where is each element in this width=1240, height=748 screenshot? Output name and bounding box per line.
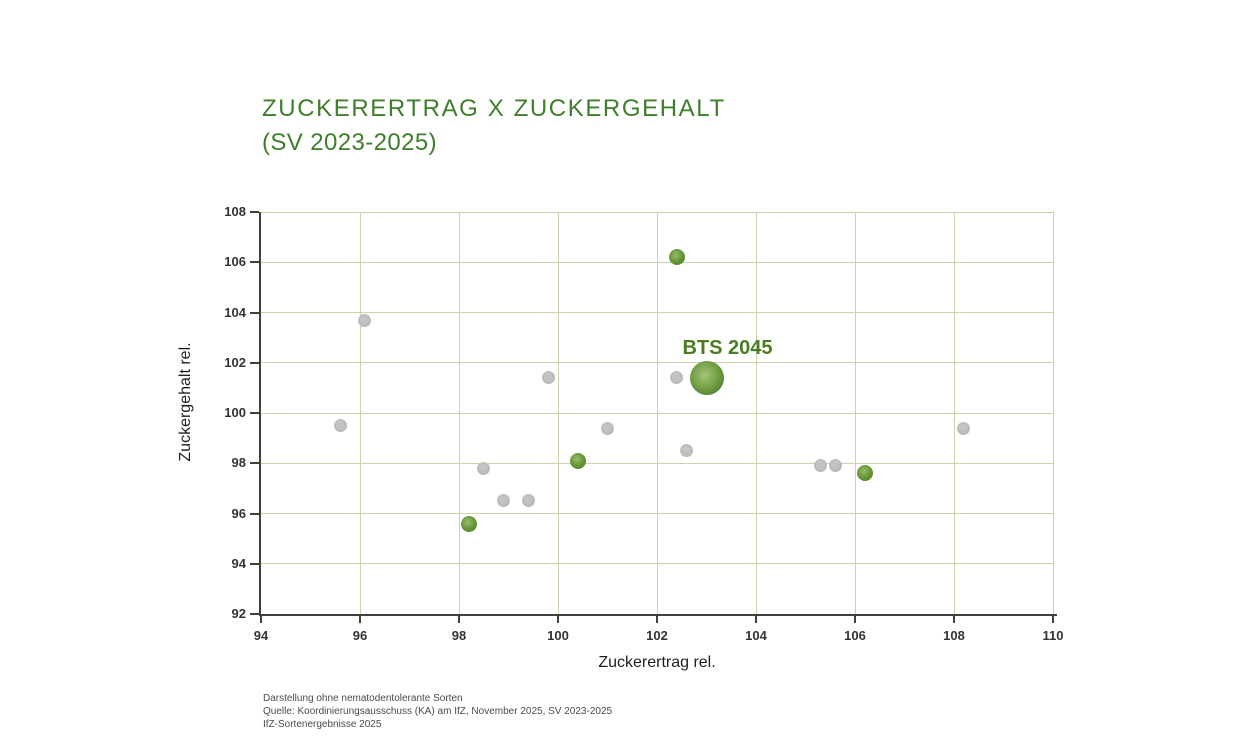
y-tick [250, 462, 259, 465]
y-tick [250, 562, 259, 565]
y-axis-line [259, 212, 261, 616]
data-point-gray-dots [541, 371, 555, 385]
data-point-green-dots [856, 465, 873, 482]
x-tick-label: 110 [1042, 628, 1064, 643]
x-tick-label: 102 [646, 628, 668, 643]
x-axis-line [259, 614, 1057, 616]
x-tick [557, 614, 559, 623]
x-tick-label: 104 [745, 628, 767, 643]
x-tick-label: 100 [547, 628, 569, 643]
x-axis-title: Zuckerertrag rel. [598, 654, 716, 671]
x-tick [854, 614, 856, 623]
y-tick-label: 94 [231, 555, 246, 571]
data-point-gray-dots [957, 421, 971, 435]
x-tick-label: 106 [844, 628, 866, 643]
gridline-horizontal [261, 312, 1053, 313]
data-point-gray-dots [358, 313, 372, 327]
gridline-horizontal [261, 362, 1053, 364]
y-tick-label: 100 [224, 405, 246, 420]
data-point-gray-dots [497, 494, 511, 508]
data-point-green-dots [668, 249, 685, 266]
x-tick [359, 614, 361, 623]
y-tick [250, 613, 259, 615]
data-point-bts-2045-bubble [689, 360, 724, 395]
y-tick-label: 96 [231, 505, 246, 521]
bts-2045-annotation: BTS 2045 [682, 336, 773, 359]
x-tick-label: 96 [352, 628, 368, 643]
y-tick [250, 412, 259, 414]
y-tick-label: 108 [224, 204, 246, 219]
data-point-gray-dots [521, 494, 535, 508]
y-axis-title: Zuckergehalt rel. [177, 342, 194, 462]
x-tick-label: 108 [943, 628, 965, 643]
x-tick [1052, 614, 1054, 623]
gridline-horizontal [261, 261, 1053, 263]
gridline-horizontal [261, 462, 1053, 464]
x-tick [755, 614, 757, 623]
x-tick [656, 614, 658, 623]
gridline-horizontal [261, 513, 1053, 514]
data-point-gray-dots [828, 459, 842, 473]
gridline-vertical [1052, 212, 1054, 614]
gridline-horizontal [261, 211, 1053, 213]
data-point-green-dots [460, 515, 477, 532]
chart-title: ZUCKERERTRAG X ZUCKERGEHALT (SV 2023-202… [262, 92, 726, 160]
x-tick-label: 94 [253, 628, 269, 643]
y-tick [250, 261, 259, 264]
y-tick [250, 211, 259, 213]
x-tick-label: 98 [451, 628, 467, 643]
y-tick [250, 311, 259, 314]
data-point-gray-dots [680, 444, 694, 458]
data-point-gray-dots [333, 419, 347, 433]
y-tick-label: 102 [224, 354, 246, 370]
footnote-line-1: Darstellung ohne nematodentolerante Sort… [263, 693, 463, 704]
y-tick-label: 104 [224, 304, 246, 320]
gridline-horizontal [261, 563, 1053, 565]
x-tick [953, 614, 955, 623]
y-tick [250, 361, 259, 364]
y-tick-label: 92 [231, 606, 246, 621]
y-tick [250, 512, 259, 515]
chart-title-line2: (SV 2023-2025) [262, 129, 438, 156]
data-point-gray-dots [670, 371, 684, 385]
data-point-gray-dots [601, 421, 614, 435]
footnotes: Darstellung ohne nematodentolerante Sort… [263, 692, 612, 731]
gridline-horizontal [261, 412, 1053, 414]
data-point-green-dots [569, 452, 586, 469]
data-point-gray-dots [813, 459, 827, 473]
x-tick [458, 614, 460, 623]
chart-title-line1: ZUCKERERTRAG X ZUCKERGEHALT [262, 95, 726, 122]
data-point-gray-dots [477, 461, 491, 475]
y-tick-label: 98 [231, 455, 246, 471]
footnote-line-2: Quelle: Koordinierungsausschuss (KA) am … [263, 706, 613, 717]
footnote-line-3: IfZ-Sortenergebnisse 2025 [263, 719, 382, 730]
y-tick-label: 106 [224, 254, 246, 270]
x-tick [260, 614, 262, 623]
